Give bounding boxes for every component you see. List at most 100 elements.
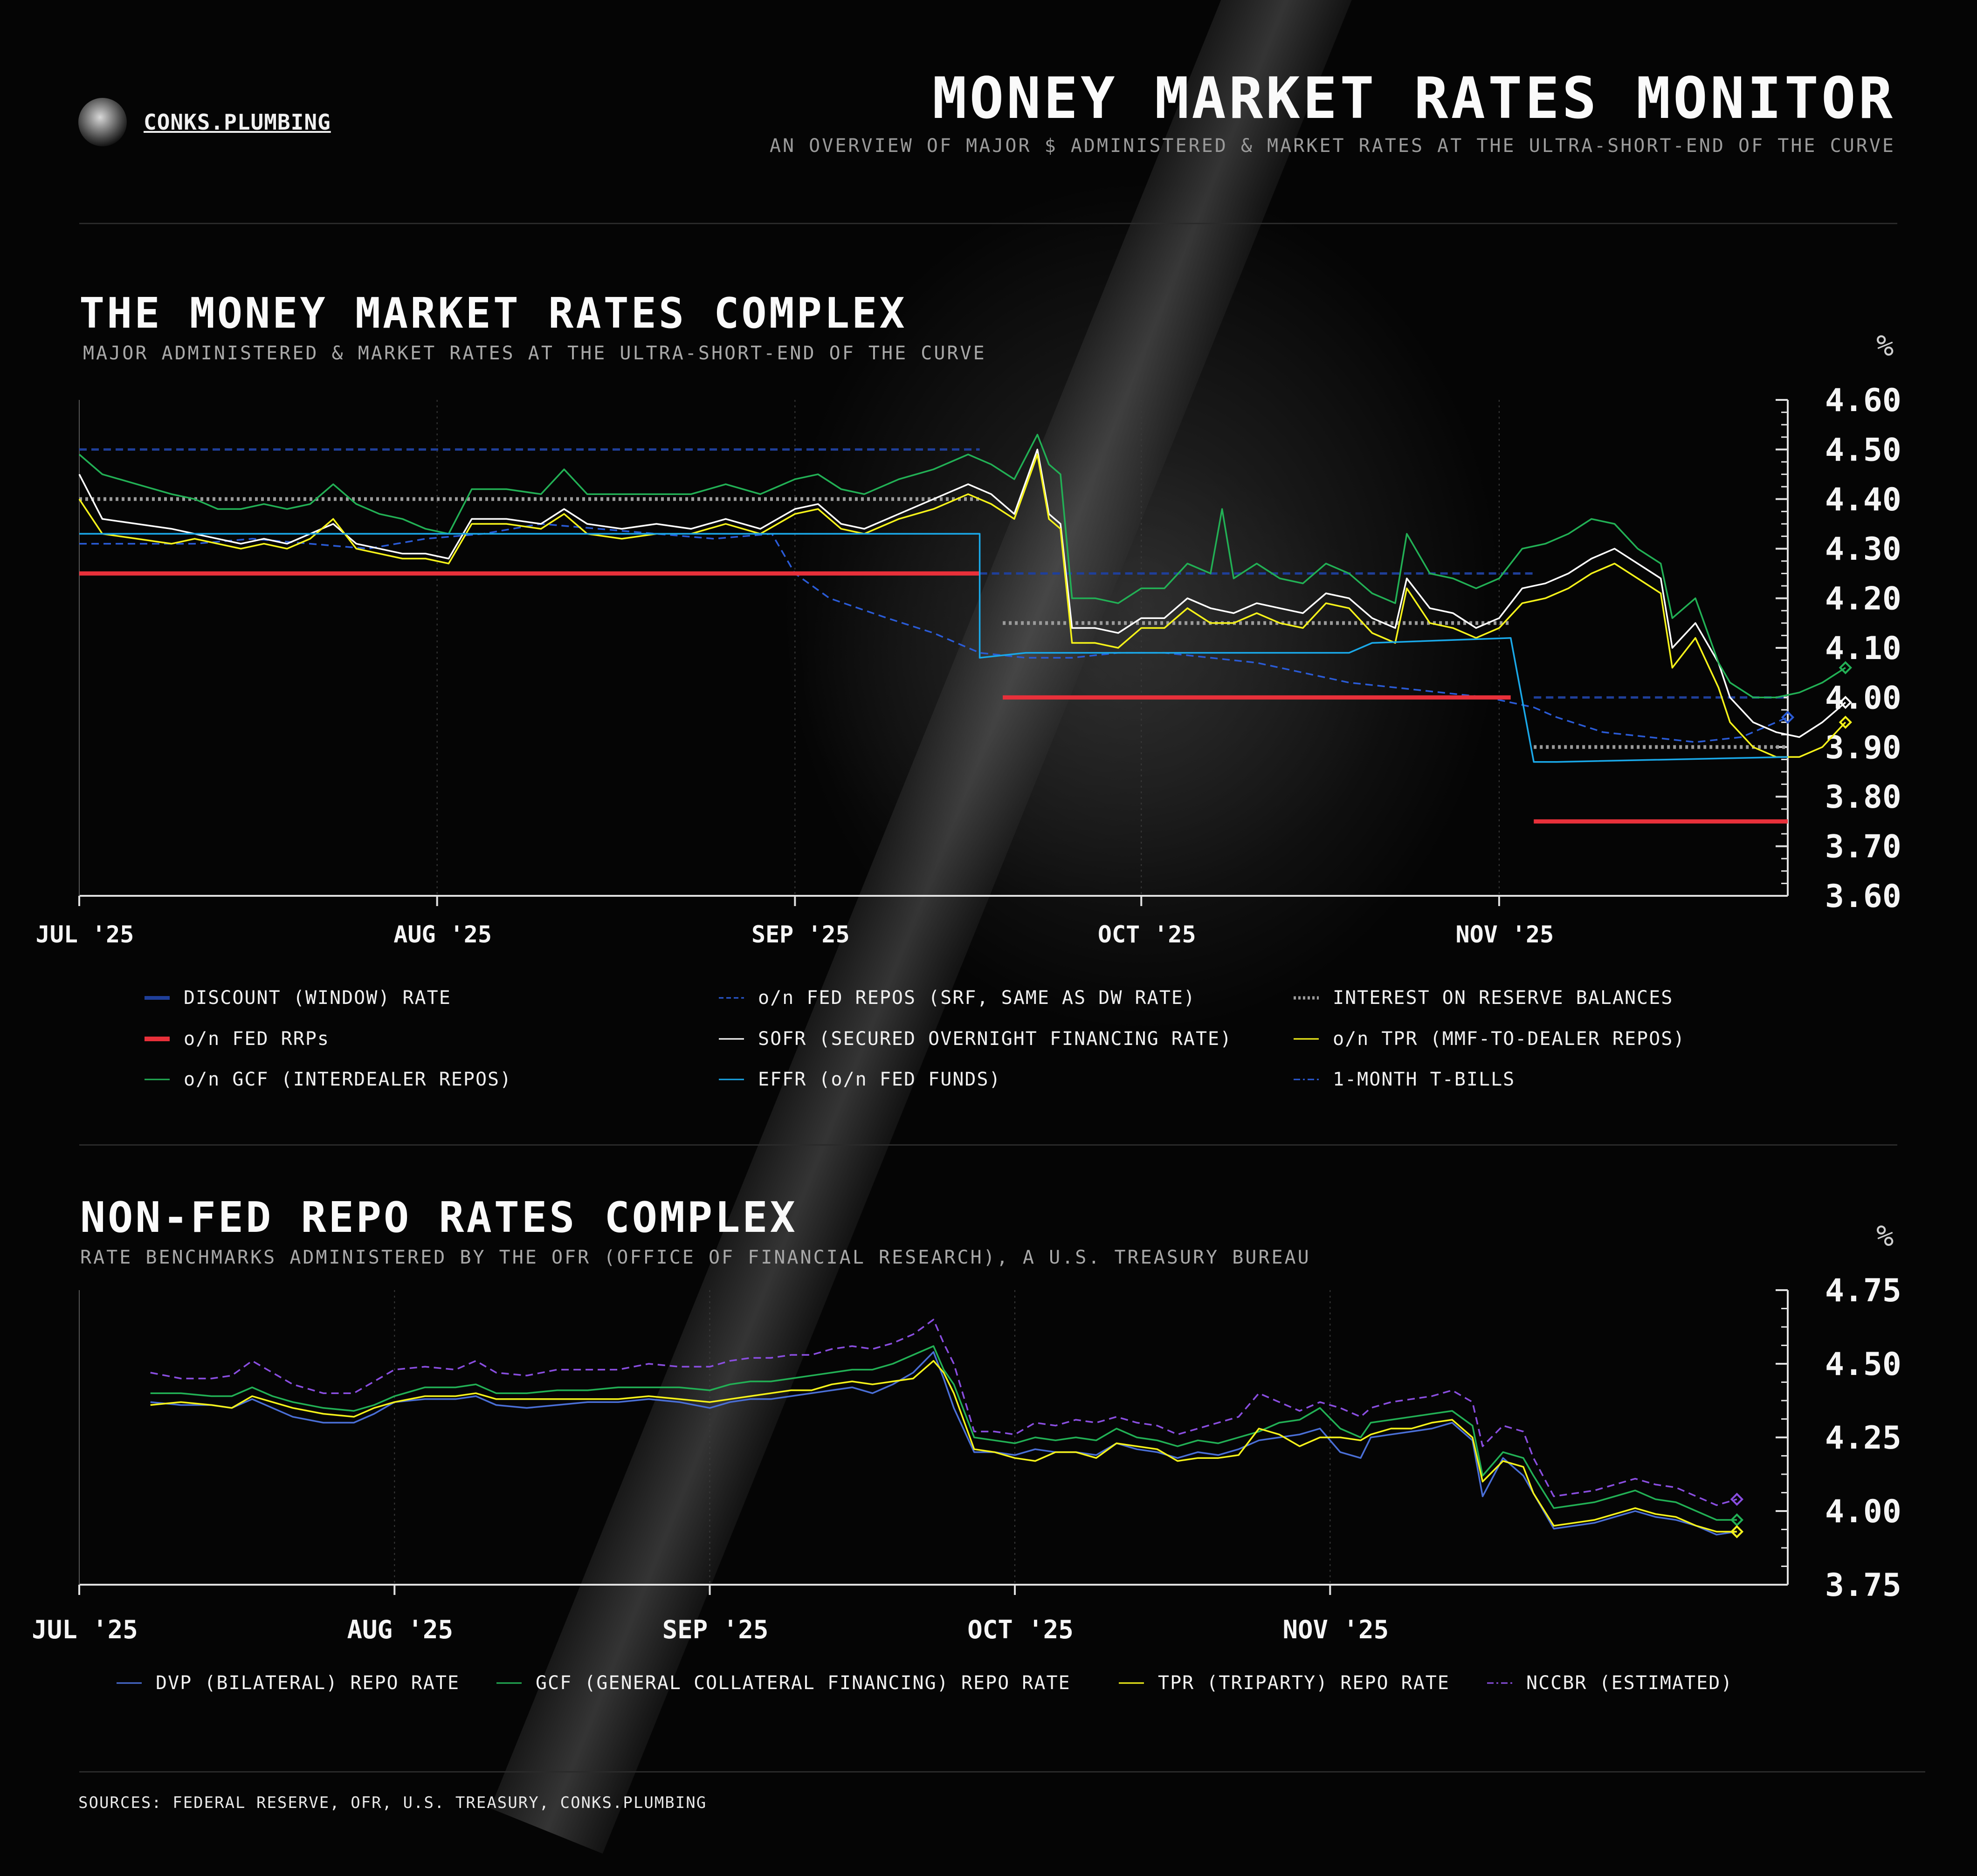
chart1-plot: 4.60 4.50 4.40 4.30 4.20 4.10 4.00 3.90 3.80 3.70… <box>36 329 1901 948</box>
legend-swatch <box>145 1079 170 1080</box>
legend-label: DVP (BILATERAL) REPO RATE <box>156 1672 460 1694</box>
y-tick-label: 3.90 <box>1825 729 1901 766</box>
legend-swatch <box>145 1037 170 1041</box>
y-axis-label: % <box>1876 329 1894 363</box>
legend-item: INTEREST ON RESERVE BALANCES <box>1294 987 1673 1009</box>
y-tick-label: 3.80 <box>1825 779 1901 816</box>
series-5 <box>78 454 1852 758</box>
legend-label: o/n FED REPOS (SRF, SAME AS DW RATE) <box>758 987 1196 1009</box>
x-tick-label: OCT '25 <box>1098 921 1196 948</box>
chart2-subtitle: RATE BENCHMARKS ADMINISTERED BY THE OFR … <box>80 1247 1311 1268</box>
legend-swatch <box>145 996 170 1000</box>
legend-label: EFFR (o/n FED FUNDS) <box>758 1069 1001 1090</box>
series-2 <box>79 497 1788 749</box>
series-end-marker <box>1730 1492 1744 1506</box>
x-tick-label: OCT '25 <box>967 1615 1074 1644</box>
legend-label: DISCOUNT (WINDOW) RATE <box>184 987 451 1009</box>
page-subtitle: AN OVERVIEW OF MAJOR $ ADMINISTERED & MA… <box>769 135 1895 157</box>
legend-item: DVP (BILATERAL) REPO RATE <box>117 1672 460 1694</box>
series-end-marker <box>1839 661 1852 674</box>
series-4 <box>78 448 1852 738</box>
series-3 <box>79 571 1788 824</box>
y-tick-label: 4.50 <box>1825 1346 1901 1383</box>
series-line <box>150 1345 1737 1521</box>
page-title: MONEY MARKET RATES MONITOR <box>932 65 1895 131</box>
x-tick-label: SEP '25 <box>662 1615 769 1644</box>
series-0 <box>79 448 1788 699</box>
legend-item: o/n FED REPOS (SRF, SAME AS DW RATE) <box>719 987 1196 1009</box>
series-line <box>150 1319 1737 1506</box>
series-end-marker <box>1781 710 1795 724</box>
legend-swatch <box>719 1038 744 1040</box>
brand-name[interactable]: CONKS.PLUMBING <box>144 110 331 135</box>
y-tick-label: 4.10 <box>1825 630 1901 667</box>
legend-item: SOFR (SECURED OVERNIGHT FINANCING RATE) <box>719 1028 1232 1050</box>
series-line <box>79 523 1788 743</box>
series-1 <box>79 523 1795 743</box>
legend-item: 1-MONTH T-BILLS <box>1294 1069 1515 1090</box>
series-line <box>150 1360 1737 1532</box>
chart1-title: THE MONEY MARKET RATES COMPLEX <box>79 289 907 338</box>
series-end-marker <box>1839 695 1852 709</box>
legend-label: o/n GCF (INTERDEALER REPOS) <box>184 1069 512 1090</box>
section-divider <box>79 1144 1897 1146</box>
y-tick-label: 3.60 <box>1825 878 1901 915</box>
legend-item: o/n FED RRPs <box>145 1028 330 1050</box>
avatar <box>78 98 127 146</box>
legend-item: TPR (TRIPARTY) REPO RATE <box>1119 1672 1450 1694</box>
brand-logo[interactable]: CONKS.PLUMBING <box>78 98 331 146</box>
legend-swatch <box>719 997 744 999</box>
y-tick-label: 4.50 <box>1825 432 1901 468</box>
legend-label: INTEREST ON RESERVE BALANCES <box>1333 987 1674 1009</box>
y-tick-label: 4.00 <box>1825 680 1901 716</box>
x-tick-label: NOV '25 <box>1283 1615 1389 1644</box>
x-tick-label: AUG '25 <box>393 921 492 948</box>
legend-item: DISCOUNT (WINDOW) RATE <box>145 987 451 1009</box>
y-tick-label: 4.30 <box>1825 531 1901 568</box>
series-3 <box>150 1319 1744 1506</box>
header-divider <box>79 223 1897 224</box>
legend-swatch <box>1294 996 1319 1000</box>
y-tick-label: 4.60 <box>1825 382 1901 419</box>
legend-swatch <box>1294 1079 1319 1080</box>
legend-swatch <box>496 1682 522 1684</box>
x-tick-label: NOV '25 <box>1456 921 1554 948</box>
legend-swatch <box>1294 1038 1319 1040</box>
x-tick-label: JUL '25 <box>32 1615 138 1644</box>
legend-label: o/n FED RRPs <box>184 1028 330 1050</box>
x-tick-label: JUL '25 <box>36 921 134 948</box>
legend-label: SOFR (SECURED OVERNIGHT FINANCING RATE) <box>758 1028 1233 1050</box>
sources-note: SOURCES: FEDERAL RESERVE, OFR, U.S. TREA… <box>78 1794 707 1812</box>
legend-label: NCCBR (ESTIMATED) <box>1526 1672 1733 1694</box>
legend-item: o/n GCF (INTERDEALER REPOS) <box>145 1069 512 1090</box>
legend-swatch <box>1487 1682 1512 1684</box>
series-1 <box>150 1345 1744 1527</box>
series-line <box>78 454 1846 758</box>
y-tick-label: 4.20 <box>1825 581 1901 618</box>
chart1-subtitle: MAJOR ADMINISTERED & MARKET RATES AT THE… <box>83 343 986 364</box>
y-tick-label: 3.70 <box>1825 829 1901 866</box>
legend-item: NCCBR (ESTIMATED) <box>1487 1672 1733 1694</box>
legend-swatch <box>117 1682 142 1684</box>
y-tick-label: 3.75 <box>1825 1567 1901 1604</box>
y-tick-label: 4.00 <box>1825 1493 1901 1530</box>
series-7 <box>79 533 1788 763</box>
x-tick-label: AUG '25 <box>347 1615 453 1644</box>
legend-label: o/n TPR (MMF-TO-DEALER REPOS) <box>1333 1028 1686 1050</box>
y-tick-label: 4.25 <box>1825 1420 1901 1457</box>
legend-item: GCF (GENERAL COLLATERAL FINANCING) REPO … <box>496 1672 1071 1694</box>
legend-label: 1-MONTH T-BILLS <box>1333 1069 1515 1090</box>
series-2 <box>150 1360 1744 1539</box>
series-6 <box>78 433 1852 699</box>
legend-label: GCF (GENERAL COLLATERAL FINANCING) REPO … <box>536 1672 1071 1694</box>
footer-divider <box>79 1771 1925 1773</box>
chart2-title: NON-FED REPO RATES COMPLEX <box>80 1193 798 1242</box>
series-line <box>79 533 1788 763</box>
series-line <box>78 433 1846 699</box>
legend-swatch <box>1119 1682 1144 1684</box>
legend-swatch <box>719 1079 744 1080</box>
legend-item: EFFR (o/n FED FUNDS) <box>719 1069 1001 1090</box>
series-line <box>78 448 1846 738</box>
legend-item: o/n TPR (MMF-TO-DEALER REPOS) <box>1294 1028 1685 1050</box>
